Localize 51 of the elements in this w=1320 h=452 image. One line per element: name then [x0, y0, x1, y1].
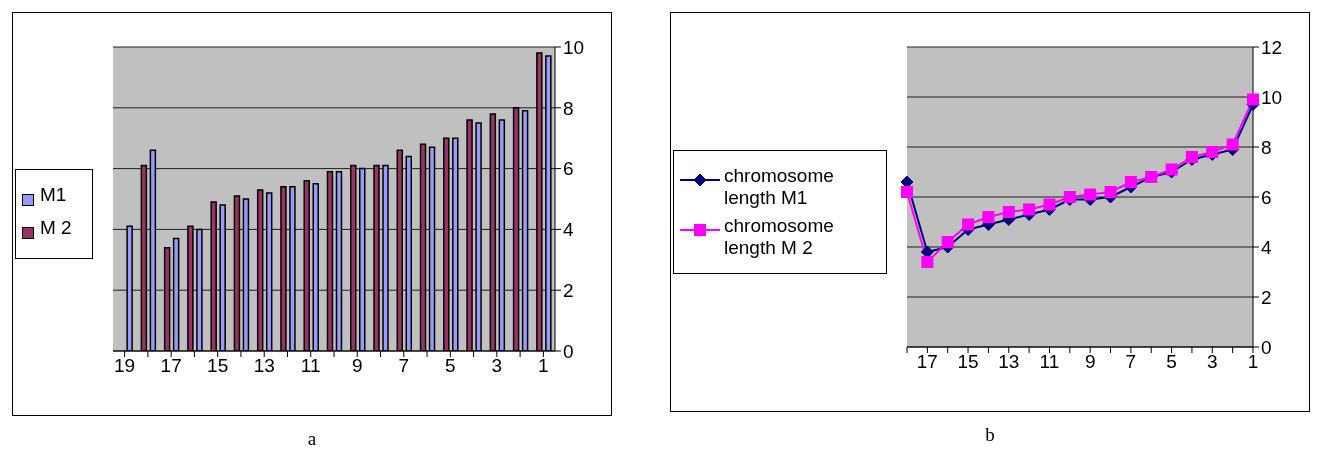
x-tick-label: 9 [1084, 351, 1096, 373]
text: a [306, 428, 318, 450]
y-tick-label: 8 [563, 97, 574, 119]
y-tick-label: 2 [1261, 286, 1272, 308]
y-tick-label: 8 [1261, 136, 1272, 158]
point [1084, 188, 1097, 201]
legend-label: M1 [40, 184, 67, 206]
point [1247, 93, 1259, 106]
point [962, 218, 975, 231]
x-tick-label: 7 [1125, 351, 1137, 373]
y-tick-label: 4 [563, 219, 574, 241]
y-tick-label: 6 [1261, 186, 1272, 208]
y-tick-label: 0 [1261, 336, 1272, 358]
legend-label: chromosome length M 2 [724, 215, 835, 259]
x-tick-label: 9 [351, 355, 363, 377]
x-tick-label: 3 [491, 355, 503, 377]
y-tick-label: 12 [1261, 36, 1283, 58]
y-tick-label: 4 [1261, 236, 1272, 258]
y-tick-label: 0 [563, 340, 574, 362]
x-tick-label: 1 [1247, 351, 1259, 373]
x-tick-label: 17 [916, 351, 938, 373]
y-tick-label: 10 [1261, 86, 1283, 108]
point [982, 211, 995, 223]
point [1002, 206, 1015, 218]
x-tick-label: 13 [253, 355, 275, 377]
point [1023, 203, 1036, 216]
point [1104, 186, 1117, 198]
x-tick-label: 3 [1207, 351, 1218, 373]
point [1124, 176, 1137, 188]
y-tick-label: 2 [563, 279, 574, 301]
x-tick-label: 19 [114, 355, 136, 377]
legend-label: M 2 [40, 217, 72, 239]
point [921, 256, 934, 268]
x-tick-label: 11 [300, 355, 321, 377]
point [1226, 138, 1239, 151]
x-tick-label: 13 [998, 351, 1020, 373]
x-tick-label: 5 [445, 355, 456, 377]
x-tick-label: 7 [398, 355, 410, 377]
x-tick-label: 15 [957, 351, 979, 373]
x-tick-label: 1 [538, 355, 549, 377]
y-tick-label: 6 [563, 158, 574, 180]
x-tick-label: 15 [207, 355, 229, 377]
point [1043, 198, 1056, 211]
x-tick-label: 11 [1039, 351, 1060, 373]
x-tick-label: 5 [1166, 351, 1177, 373]
x-tick-label: 17 [160, 355, 182, 377]
point [901, 186, 913, 198]
y-tick-label: 10 [563, 36, 585, 58]
text: b [984, 424, 996, 446]
point [941, 236, 954, 248]
legend-label: chromosome length M1 [724, 165, 835, 209]
